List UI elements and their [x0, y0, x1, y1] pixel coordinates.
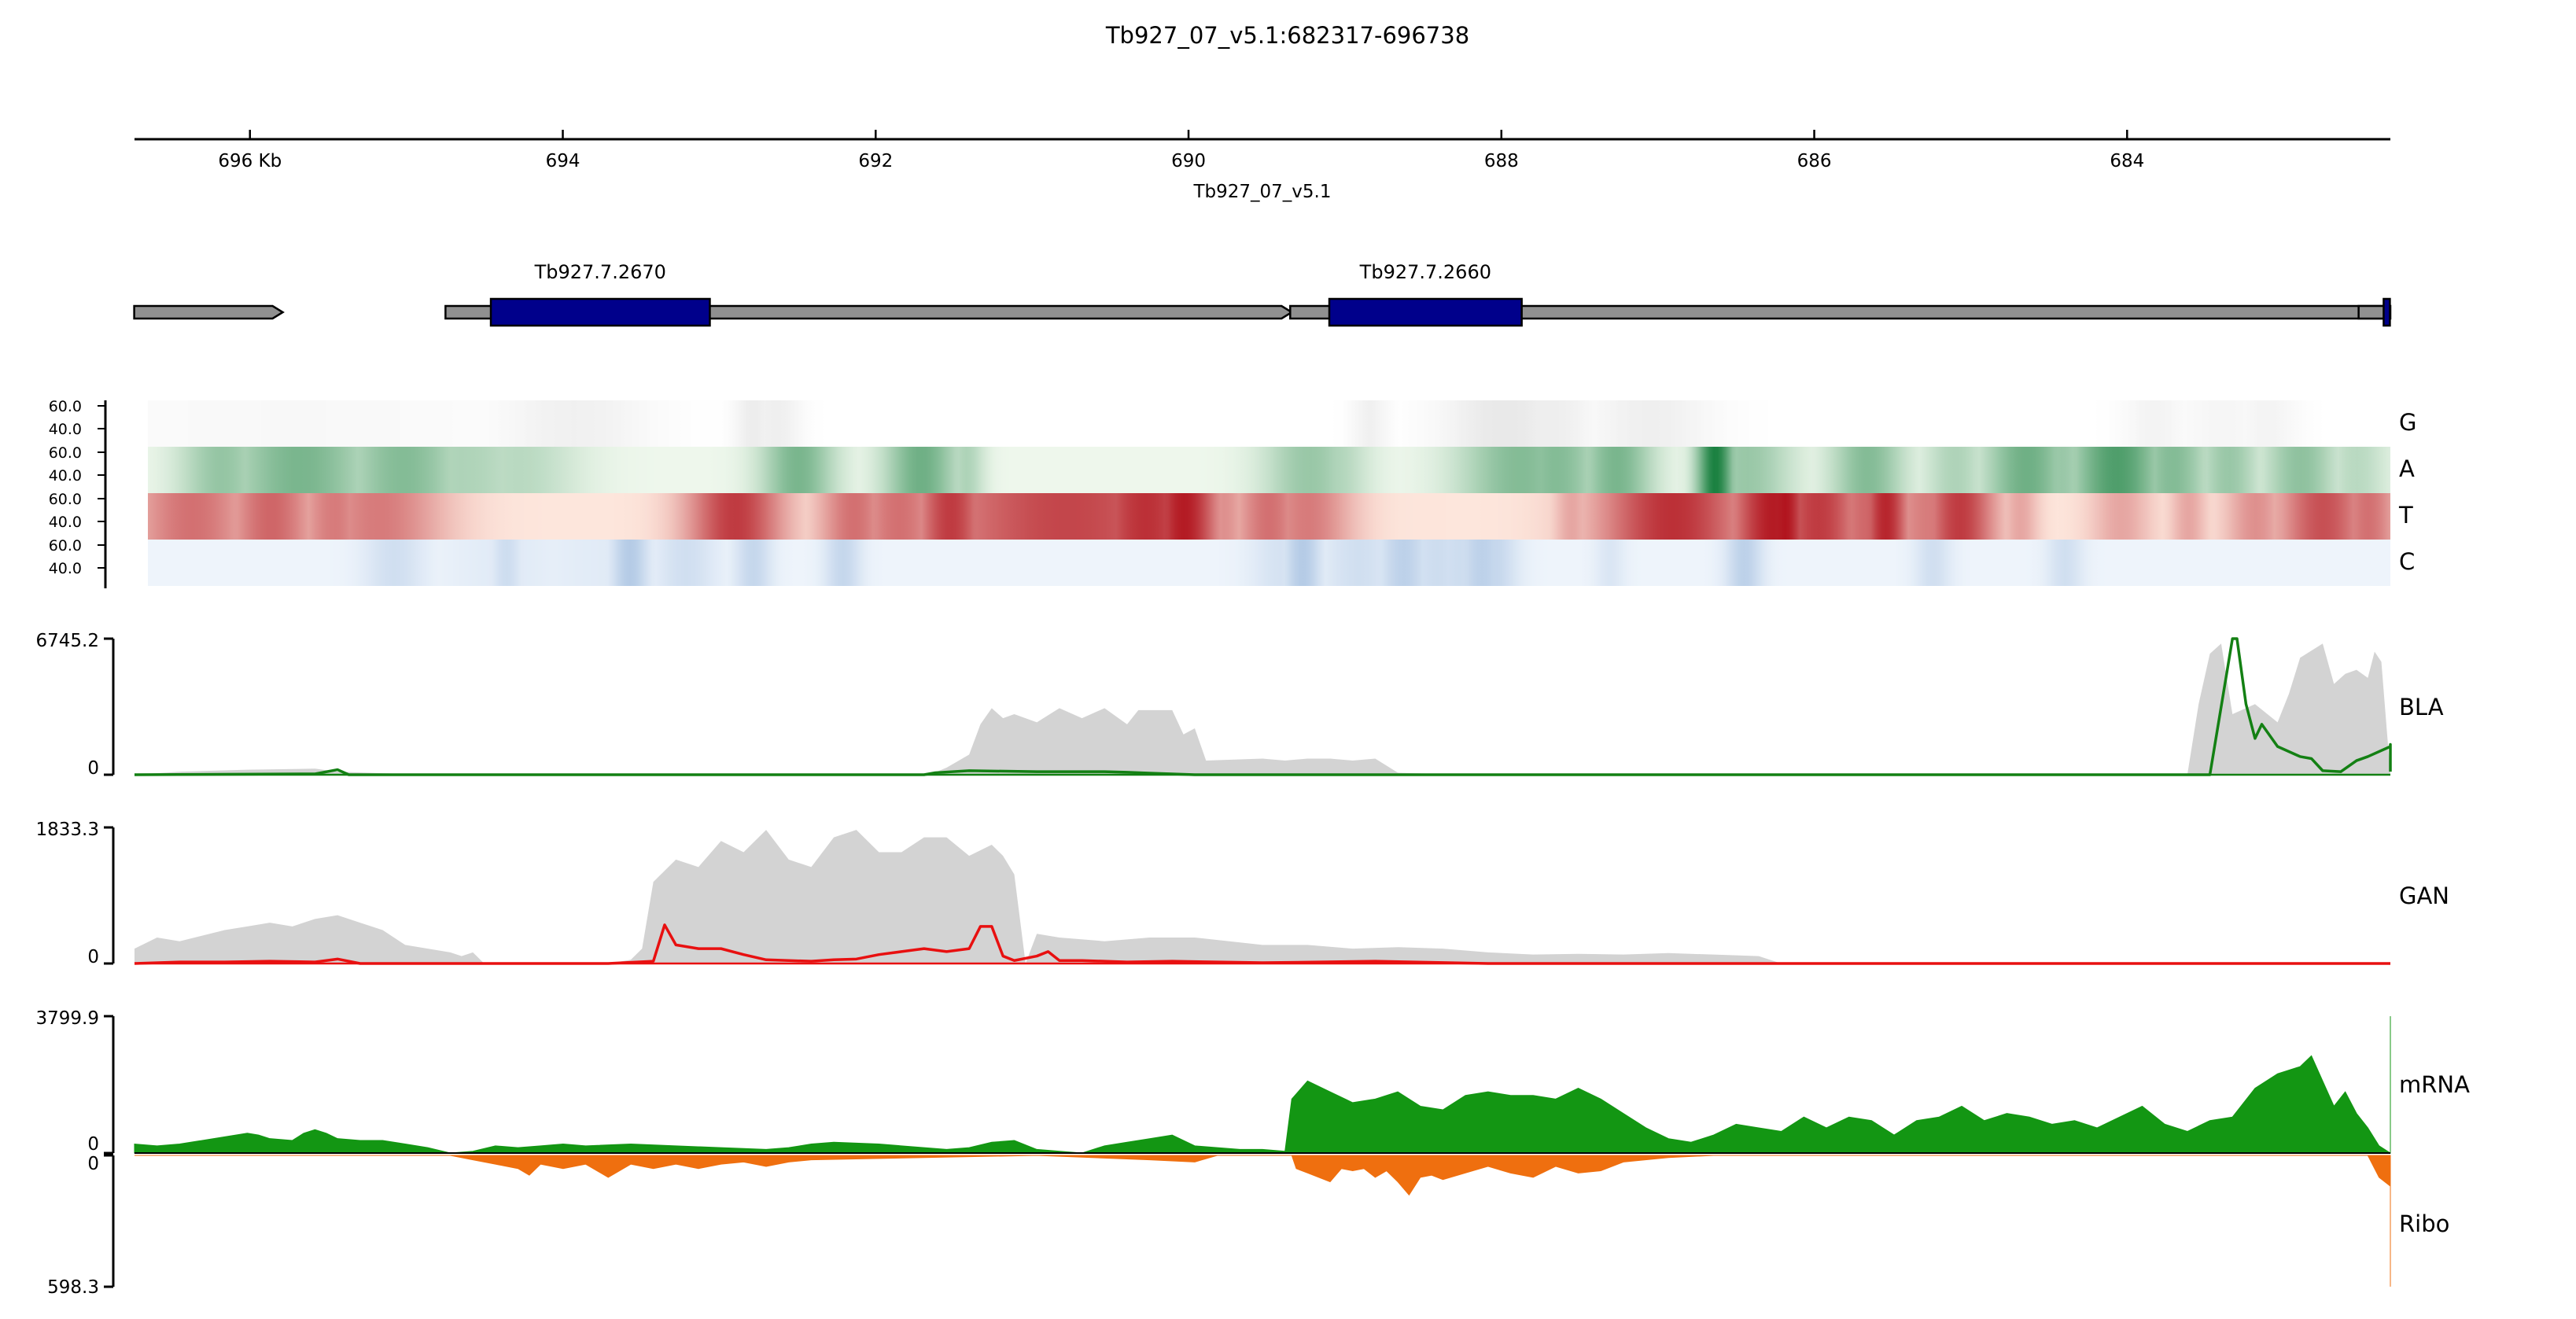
coverage-area — [135, 830, 1782, 963]
heatmap-row — [148, 400, 2390, 447]
axis-tick-label: 696 Kb — [218, 151, 282, 171]
heatmap-ytick-label: 40.0 — [49, 514, 82, 531]
track-label: GAN — [2399, 882, 2449, 909]
axis-chrom-label: Tb927_07_v5.1 — [1192, 182, 1331, 202]
heatmap-row-label: A — [2399, 455, 2415, 482]
gene-track: Tb927.7.2670 Tb927.7.2660 — [133, 261, 2392, 327]
gene — [133, 304, 285, 320]
heatmap-row — [148, 540, 2390, 586]
gene-cds — [489, 297, 711, 327]
gene-body — [133, 304, 285, 320]
track-ymin-label: 598.3 — [47, 1277, 99, 1298]
heatmap-ytick-label: 60.0 — [49, 398, 82, 415]
track-label: mRNA — [2399, 1071, 2470, 1098]
heatmap-row-label: T — [2398, 502, 2413, 529]
ribo-area — [135, 1155, 2391, 1287]
gene: Tb927.7.2670 — [444, 261, 1294, 327]
axis-tick-label: 688 — [1484, 151, 1519, 171]
gene-cds — [2383, 297, 2391, 327]
heatmap-ytick-label: 40.0 — [49, 421, 82, 438]
mrna-track: 3799.9 0 mRNA — [36, 1008, 2471, 1155]
track-ymax-label: 1833.3 — [36, 820, 99, 840]
axis-tick-label: 694 — [546, 151, 580, 171]
axis-tick-label: 686 — [1797, 151, 1832, 171]
track-ymin-label: 0 — [87, 758, 99, 779]
signal-line — [134, 637, 2392, 776]
gan-track: 1833.3 0 GAN — [36, 820, 2450, 967]
gene: Tb927.7.2660 — [1289, 261, 2392, 327]
heatmap-ytick-label: 60.0 — [49, 444, 82, 462]
gene — [2357, 297, 2391, 327]
bla-track: 6745.2 0 BLA — [36, 631, 2444, 779]
axis-tick-label: 692 — [858, 151, 893, 171]
base-composition-heatmap: G 60.0 40.0 A 60.0 40.0 T 60.0 40.0 C 60.0 40.0 — [49, 398, 2416, 588]
heatmap-ytick-label: 40.0 — [49, 560, 82, 577]
genome-axis-track: 696 Kb 694 692 690 688 686 684 Tb927_07_v5.1 — [135, 130, 2390, 202]
track-label: Ribo — [2399, 1210, 2449, 1237]
axis-ticks: 696 Kb 694 692 690 688 686 684 — [218, 130, 2144, 171]
track-ymax-label: 6745.2 — [36, 631, 99, 651]
heatmap-row — [148, 493, 2390, 540]
track-ymin-label: 0 — [87, 1134, 99, 1155]
chart-title: Tb927_07_v5.1:682317-696738 — [1105, 22, 1469, 49]
heatmap-ytick-label: 60.0 — [49, 537, 82, 554]
track-label: BLA — [2399, 694, 2444, 720]
track-ymax-label: 0 — [87, 1154, 99, 1174]
mrna-area — [134, 1016, 2391, 1154]
track-ymin-label: 0 — [87, 947, 99, 967]
heatmap-row — [148, 447, 2390, 493]
axis-tick-label: 690 — [1171, 151, 1206, 171]
signal-line — [134, 923, 2390, 965]
heatmap-rows: G 60.0 40.0 A 60.0 40.0 T 60.0 40.0 C 60.0 40.0 — [49, 398, 2416, 586]
heatmap-row-label: C — [2399, 548, 2415, 575]
heatmap-ytick-label: 60.0 — [49, 491, 82, 508]
gene-label: Tb927.7.2670 — [534, 261, 666, 283]
coverage-area — [135, 643, 2390, 775]
gene-cds — [1328, 297, 1523, 327]
heatmap-ytick-label: 40.0 — [49, 467, 82, 484]
track-ymax-label: 3799.9 — [36, 1008, 99, 1029]
ribo-track: 0 598.3 Ribo — [47, 1154, 2449, 1298]
gene-label: Tb927.7.2660 — [1359, 261, 1491, 283]
heatmap-row-label: G — [2399, 409, 2416, 436]
axis-tick-label: 684 — [2110, 151, 2144, 171]
